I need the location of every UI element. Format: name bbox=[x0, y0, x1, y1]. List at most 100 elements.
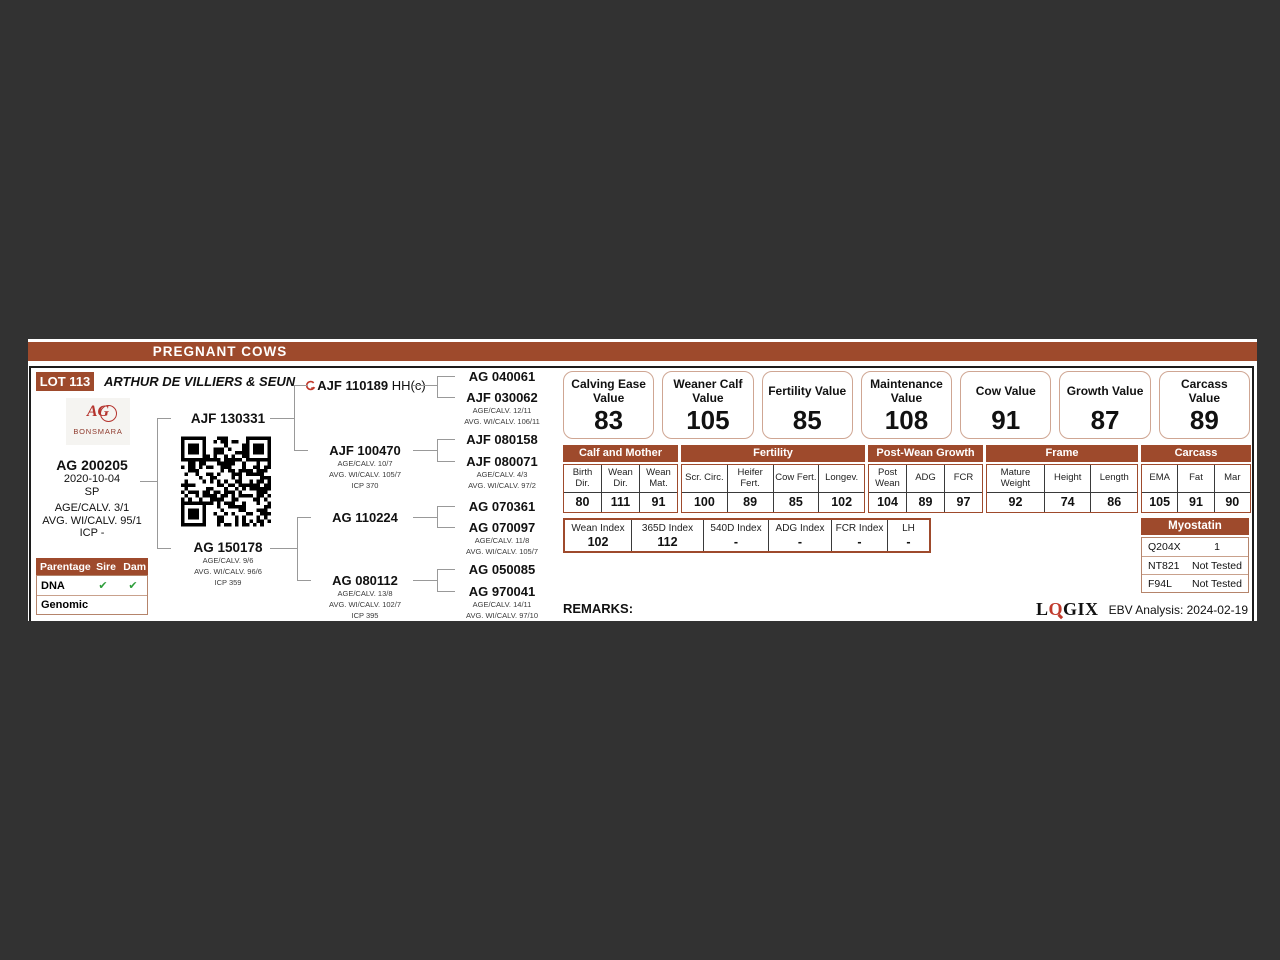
ebv-group-calf-and-mother: Calf and Mother Birth Dir. 80 Wean Dir. … bbox=[563, 445, 678, 513]
parentage-row-label: DNA bbox=[41, 579, 65, 592]
value-box-carcass: Carcass Value 89 bbox=[1158, 371, 1250, 439]
table-row: DNA ✔ ✔ bbox=[37, 576, 147, 595]
pedigree-gen3-3: AJF 080158 bbox=[466, 432, 538, 447]
animal-stat-line: AVG. WI/CALV. 97/10 bbox=[466, 611, 538, 620]
bonsmara-label: BONSMARA bbox=[73, 427, 123, 436]
pedigree-connector-line bbox=[297, 580, 311, 581]
pedigree-connector-line bbox=[437, 376, 455, 377]
pedigree-connector-line bbox=[270, 548, 297, 549]
parentage-table: Parentage Sire Dam DNA ✔ ✔ Genomic bbox=[36, 558, 148, 615]
ebv-col-value: 111 bbox=[610, 495, 631, 509]
animal-id: AG 070361 bbox=[468, 499, 536, 514]
animal-id: AG 110224 bbox=[332, 510, 398, 525]
animal-info: AG 200205 2020-10-04 SP AGE/CALV. 3/1 AV… bbox=[35, 457, 149, 540]
pedigree-gen3-1: AG 040061 bbox=[469, 369, 536, 384]
animal-id: AG 200205 bbox=[56, 457, 128, 473]
ebv-col-value: 102 bbox=[831, 495, 853, 509]
ebv-col-label: Height bbox=[1044, 465, 1091, 493]
animal-id: AG 050085 bbox=[468, 562, 536, 577]
value-number: 85 bbox=[792, 405, 822, 435]
ebv-col-label: Post Wean bbox=[869, 465, 906, 493]
index-cell-fcr: FCR Index - bbox=[831, 520, 887, 551]
ebv-col-label: ADG bbox=[907, 465, 944, 493]
animal-id: AG 150178 bbox=[193, 540, 263, 555]
owner-name: ARTHUR DE VILLIERS & SEUN bbox=[104, 374, 296, 389]
table-row: NT821 Not Tested bbox=[1142, 556, 1248, 574]
ebv-col-value: 80 bbox=[575, 495, 590, 509]
ebv-column: Mar 90 bbox=[1213, 465, 1250, 512]
ebv-column: Cow Fert. 85 bbox=[772, 465, 819, 512]
ebv-col-value: 105 bbox=[1149, 495, 1171, 509]
pedigree-connector-line bbox=[157, 548, 171, 549]
index-cell-lh: LH - bbox=[887, 520, 929, 551]
ebv-group-header: Post-Wean Growth bbox=[868, 445, 983, 462]
ebv-column: Length 86 bbox=[1090, 465, 1137, 512]
index-label: LH bbox=[902, 523, 915, 534]
lot-number-badge: LOT 113 bbox=[36, 372, 94, 391]
ebv-column: Fat 91 bbox=[1177, 465, 1214, 512]
section-title-bar: PREGNANT COWS bbox=[28, 342, 1257, 361]
ebv-col-label: Longev. bbox=[819, 465, 864, 493]
pedigree-connector-line bbox=[437, 376, 438, 397]
pedigree-gen2-4: AG 080112 AGE/CALV. 13/8 AVG. WI/CALV. 1… bbox=[329, 573, 401, 621]
myostatin-header: Myostatin bbox=[1141, 518, 1249, 535]
bonsmara-monogram: AG bbox=[86, 403, 110, 420]
pedigree-connector-line bbox=[437, 506, 455, 507]
ebv-col-value: 97 bbox=[956, 495, 971, 509]
ebv-col-value: 91 bbox=[1189, 495, 1203, 509]
animal-stat-line: ICP 395 bbox=[351, 611, 379, 620]
pedigree-connector-line bbox=[413, 450, 437, 451]
dam-check-icon: ✔ bbox=[128, 580, 138, 592]
ebv-col-label: Scr. Circ. bbox=[682, 465, 727, 493]
ebv-group-body: Scr. Circ. 100 Heifer Fert. 89 Cow Fert.… bbox=[681, 464, 865, 513]
index-label: Wean Index bbox=[571, 523, 625, 534]
ebv-col-label: Birth Dir. bbox=[564, 465, 601, 493]
ebv-col-value: 100 bbox=[693, 495, 715, 509]
ebv-group-header: Carcass bbox=[1141, 445, 1251, 462]
value-box-cow: Cow Value 91 bbox=[960, 371, 1052, 439]
animal-stat-line: AVG. WI/CALV. 106/11 bbox=[464, 417, 540, 426]
sire-brand-icon bbox=[305, 380, 316, 391]
bonsmara-monogram-wrap: AG bbox=[66, 403, 130, 427]
pedigree-connector-line bbox=[140, 481, 157, 482]
animal-stat-line: AGE/CALV. 10/7 bbox=[337, 459, 393, 468]
pedigree-connector-line bbox=[437, 569, 455, 570]
ebv-col-label: Heifer Fert. bbox=[727, 465, 773, 493]
pedigree-connector-line bbox=[413, 517, 437, 518]
myostatin-gene: Q204X bbox=[1148, 541, 1181, 553]
value-label: Weaner Calf Value bbox=[673, 376, 743, 405]
ebv-col-label: Mar bbox=[1214, 465, 1250, 493]
animal-stat-line: AVG. WI/CALV. 105/7 bbox=[466, 547, 538, 556]
value-number: 105 bbox=[686, 405, 730, 435]
ebv-column: Heifer Fert. 89 bbox=[726, 465, 773, 512]
pedigree-gen3-7: AG 050085 bbox=[469, 562, 536, 577]
pedigree-sire: AJF 130331 bbox=[191, 411, 265, 426]
logix-o-icon: O bbox=[1048, 599, 1064, 619]
ebv-table: Calf and Mother Birth Dir. 80 Wean Dir. … bbox=[563, 445, 1251, 513]
animal-stat-line: AGE/CALV. 4/3 bbox=[476, 470, 528, 479]
value-label: Carcass Value bbox=[1180, 376, 1228, 405]
bonsmara-logo: AG BONSMARA bbox=[66, 398, 130, 445]
pedigree-gen3-6: AG 070097 AGE/CALV. 11/8 AVG. WI/CALV. 1… bbox=[466, 520, 538, 557]
value-box-calving-ease: Calving Ease Value 83 bbox=[563, 371, 655, 439]
ebv-group-body: Post Wean 104 ADG 89 FCR 97 bbox=[868, 464, 983, 513]
index-value: 112 bbox=[657, 535, 678, 549]
animal-id: AG 970041 bbox=[468, 584, 536, 599]
bonsmara-circle-icon bbox=[100, 405, 117, 422]
pedigree-connector-line bbox=[294, 385, 308, 386]
parentage-header-dam: Dam bbox=[123, 560, 147, 573]
animal-id: AG 080112 bbox=[332, 573, 398, 588]
parentage-header: Parentage Sire Dam bbox=[36, 558, 148, 575]
myostatin-gene: F94L bbox=[1148, 577, 1172, 590]
value-label: Growth Value bbox=[1066, 383, 1144, 398]
animal-birth-date: 2020-10-04 bbox=[63, 473, 121, 485]
value-number: 91 bbox=[991, 405, 1021, 435]
pedigree-gen2-3: AG 110224 bbox=[332, 510, 398, 525]
index-value: 102 bbox=[587, 535, 609, 549]
pedigree-dam: AG 150178 AGE/CALV. 9/6 AVG. WI/CALV. 96… bbox=[193, 540, 262, 588]
animal-id: AJF 080071 bbox=[466, 454, 538, 469]
catalog-page: PREGNANT COWS LOT 113 ARTHUR DE VILLIERS… bbox=[28, 339, 1257, 621]
animal-stat-line: AGE/CALV. 13/8 bbox=[337, 589, 393, 598]
index-label: ADG Index bbox=[775, 523, 825, 534]
index-value: - bbox=[733, 535, 739, 549]
